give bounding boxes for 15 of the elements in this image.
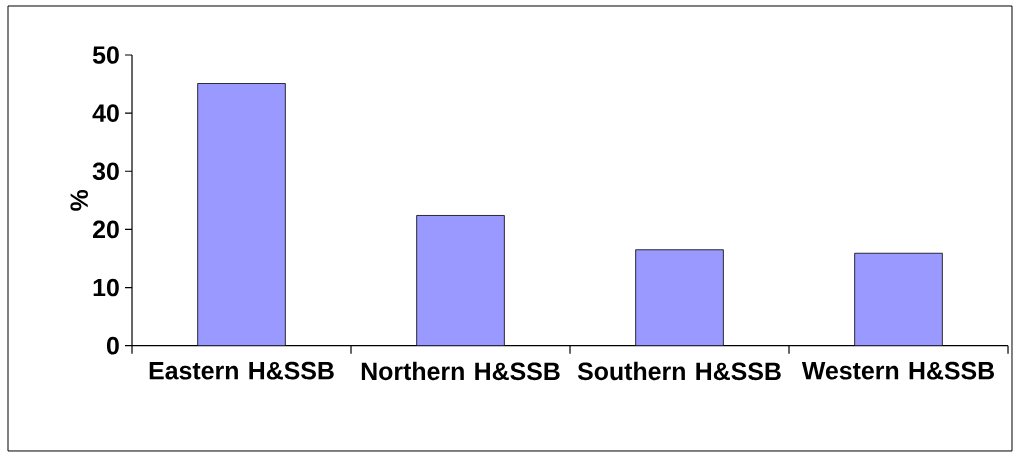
y-tick-label: 0	[106, 336, 119, 355]
x-tick-label: Northern H&SSB	[361, 361, 560, 381]
bar	[635, 249, 724, 346]
bar	[416, 215, 505, 346]
y-tick-label: 10	[93, 278, 119, 297]
x-tick-label: Western H&SSB	[801, 361, 995, 380]
x-tick-label: Southern H&SSB	[577, 361, 781, 381]
y-tick-label: 20	[92, 220, 119, 239]
y-axis-title: %	[70, 189, 88, 211]
bar	[197, 83, 286, 346]
y-tick-label: 40	[92, 104, 119, 122]
y-tick-label: 30	[92, 162, 119, 181]
bar	[854, 252, 943, 346]
y-tick-label: 50	[92, 46, 119, 64]
x-tick-label: Eastern H&SSB	[149, 361, 334, 380]
